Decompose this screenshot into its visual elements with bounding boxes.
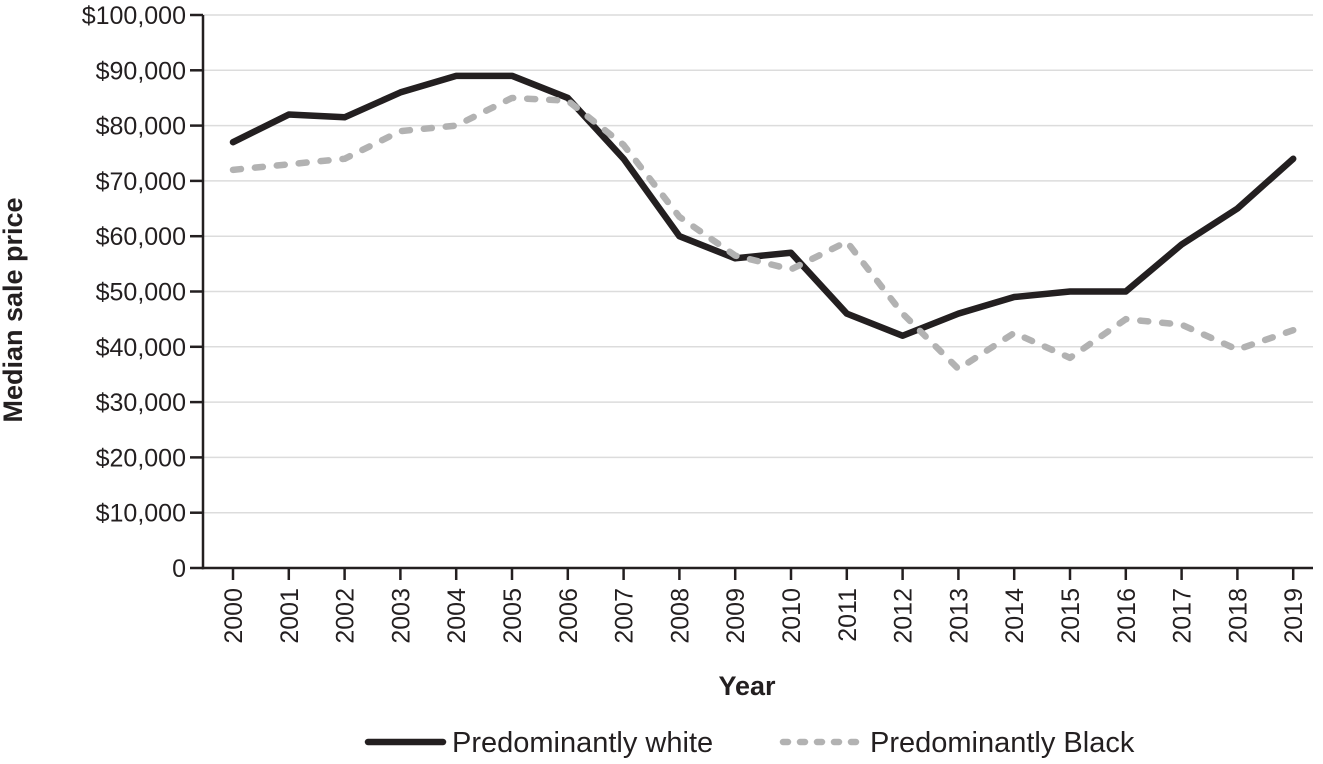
x-tick-label: 2012	[890, 588, 918, 644]
data-series-lines	[229, 72, 1297, 373]
x-tick-label: 2010	[778, 588, 806, 644]
x-tick-label: 2009	[722, 588, 750, 644]
legend: Predominantly white Predominantly Black	[364, 727, 1135, 759]
x-tick-label: 2007	[611, 588, 639, 644]
x-tick-label: 2019	[1280, 588, 1308, 644]
y-tick-label: $10,000	[96, 500, 186, 528]
legend-label-predominantly-black: Predominantly Black	[870, 727, 1135, 759]
x-tick-label: 2008	[666, 588, 694, 644]
y-tick-label: $50,000	[96, 279, 186, 307]
x-tick-label: 2000	[220, 588, 248, 644]
x-axis-title: Year	[718, 671, 776, 701]
series-line-predominantly-black	[229, 94, 1297, 373]
y-tick-label: $100,000	[82, 2, 186, 30]
y-tick-label: $30,000	[96, 389, 186, 417]
y-tick-label: $80,000	[96, 113, 186, 141]
x-tick-label: 2001	[276, 588, 304, 644]
x-tick-label: 2004	[443, 588, 471, 644]
x-tick-label: 2011	[834, 588, 862, 642]
legend-label-predominantly-white: Predominantly white	[452, 727, 713, 759]
x-tick-label: 2017	[1169, 588, 1197, 644]
y-tick-label: 0	[172, 555, 186, 583]
y-axis-ticks: 0 $10,000 $20,000 $30,000 $40,000 $50,000 $60,…	[82, 2, 203, 583]
x-tick-label: 2015	[1057, 588, 1085, 644]
x-tick-label: 2014	[1001, 588, 1029, 644]
y-tick-label: $60,000	[96, 223, 186, 251]
y-tick-label: $20,000	[96, 444, 186, 472]
series-line-predominantly-white	[229, 72, 1297, 339]
x-axis-ticks: 2000 2001 2002 2003 2004 2005 2006 2007 2008 2009…	[220, 568, 1308, 644]
gridlines	[203, 14, 1313, 514]
y-tick-label: $70,000	[96, 168, 186, 196]
x-tick-label: 2018	[1224, 588, 1252, 644]
x-tick-label: 2003	[387, 588, 415, 644]
x-tick-label: 2013	[945, 588, 973, 644]
x-tick-label: 2016	[1113, 588, 1141, 644]
x-tick-label: 2006	[555, 588, 583, 644]
x-tick-label: 2002	[332, 588, 360, 644]
x-tick-label: 2005	[499, 588, 527, 644]
y-axis-title: Median sale price	[0, 197, 28, 422]
y-tick-label: $40,000	[96, 334, 186, 362]
y-tick-label: $90,000	[96, 57, 186, 85]
